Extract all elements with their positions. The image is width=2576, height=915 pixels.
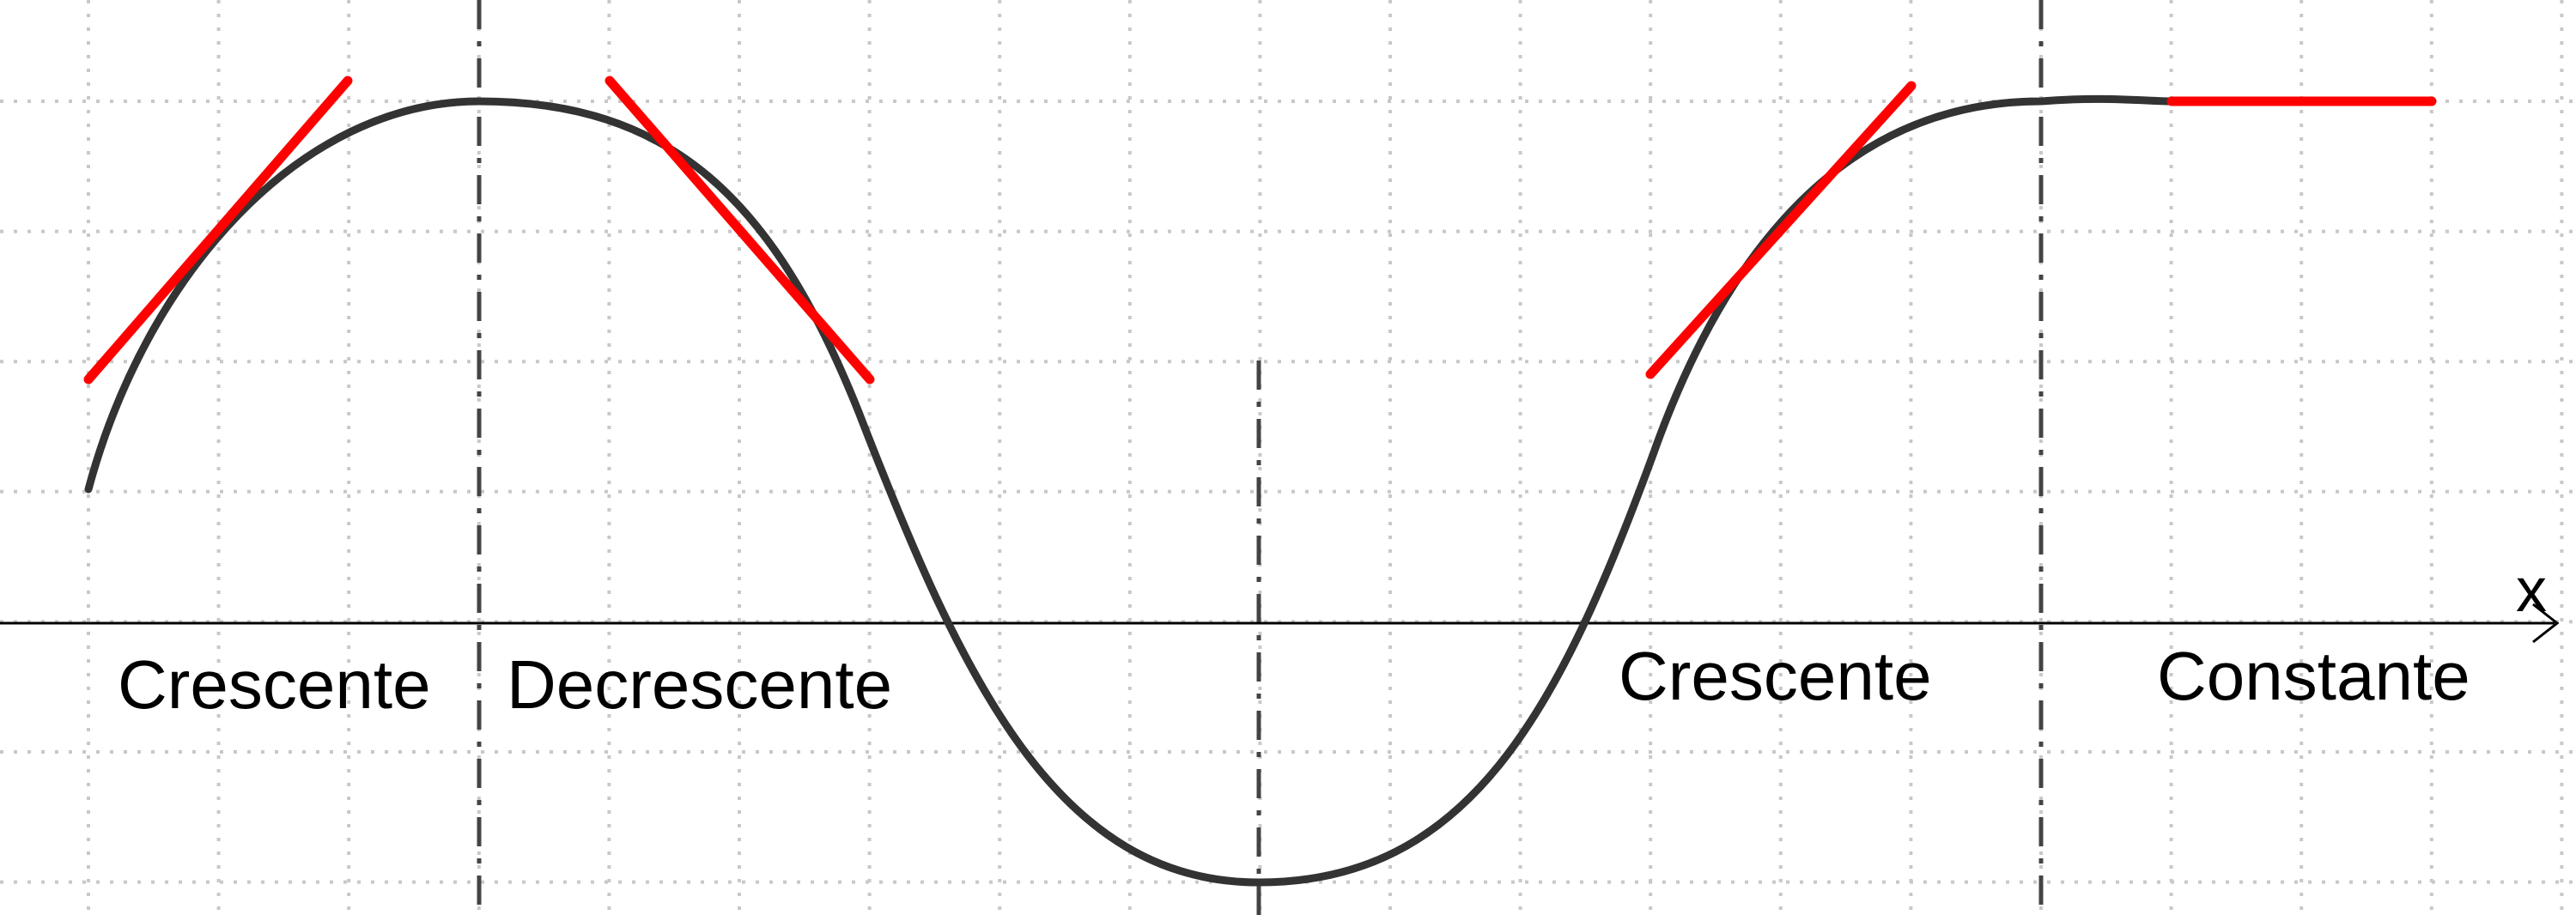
region-label-crescente-1: Crescente [118, 646, 431, 723]
x-axis-arrowhead [2532, 603, 2560, 644]
x-axis-label: x [2516, 556, 2547, 625]
tangent-line-increasing-2 [1645, 81, 1917, 379]
region-label-crescente-2: Crescente [1619, 638, 1932, 714]
tangent-lines [83, 76, 2437, 385]
region-labels: Crescente Decrescente Crescente Constant… [118, 638, 2470, 723]
tangent-line-increasing-1 [83, 76, 353, 385]
interval-dividers [477, 0, 2044, 915]
region-label-decrescente: Decrescente [507, 646, 892, 723]
region-label-constante: Constante [2157, 638, 2470, 714]
x-axis: x [0, 556, 2560, 644]
tangent-line-decreasing [605, 76, 875, 385]
